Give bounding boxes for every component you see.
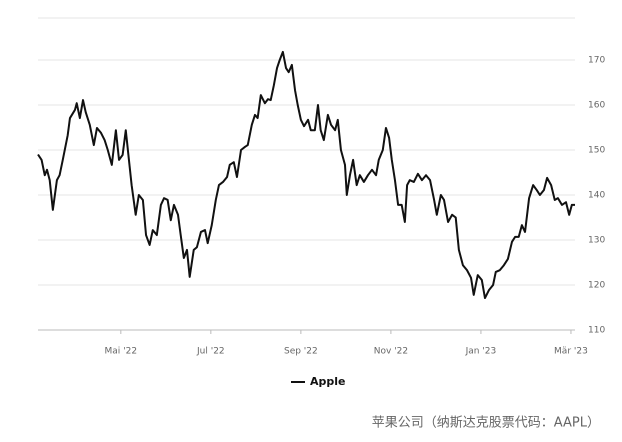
y-tick-label: 110: [588, 326, 605, 336]
x-tick-label: Jul '22: [196, 347, 225, 357]
y-tick-label: 160: [588, 101, 605, 111]
x-tick-label: Sep '22: [284, 347, 318, 357]
y-tick-label: 120: [588, 281, 605, 291]
y-tick-label: 140: [588, 191, 605, 201]
x-tick-label: Jan '23: [465, 347, 497, 357]
y-tick-label: 170: [588, 56, 605, 66]
y-tick-label: 130: [588, 236, 605, 246]
caption: 苹果公司（纳斯达克股票代码：AAPL）: [372, 416, 600, 431]
line-series: [37, 50, 575, 300]
legend-label: Apple: [310, 375, 346, 388]
x-tick-label: Nov '22: [374, 347, 408, 357]
y-tick-label: 150: [588, 146, 605, 156]
x-tick-label: Mär '23: [554, 347, 588, 357]
x-tick-label: Mai '22: [105, 347, 138, 357]
